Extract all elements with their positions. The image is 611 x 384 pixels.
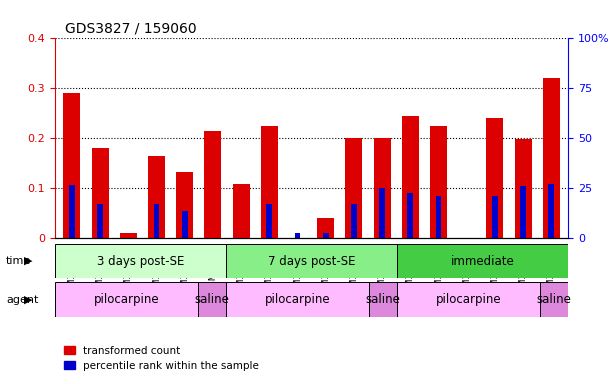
Bar	[402, 116, 419, 238]
FancyBboxPatch shape	[540, 282, 568, 317]
Bar	[543, 78, 560, 238]
Text: pilocarpine: pilocarpine	[93, 293, 159, 306]
Bar	[295, 233, 301, 238]
Text: 7 days post-SE: 7 days post-SE	[268, 255, 356, 268]
FancyBboxPatch shape	[368, 282, 397, 317]
Bar	[430, 126, 447, 238]
Text: time: time	[6, 256, 31, 266]
Bar	[351, 204, 357, 238]
FancyBboxPatch shape	[55, 282, 197, 317]
Bar	[379, 188, 385, 238]
FancyBboxPatch shape	[226, 282, 368, 317]
Text: agent: agent	[6, 295, 38, 305]
Bar	[120, 233, 137, 238]
Bar	[548, 184, 554, 238]
FancyBboxPatch shape	[197, 282, 226, 317]
Text: ▶: ▶	[24, 295, 33, 305]
Bar	[153, 204, 159, 238]
Bar	[345, 138, 362, 238]
Bar	[317, 218, 334, 238]
Bar	[97, 204, 103, 238]
Bar	[514, 139, 532, 238]
Legend: transformed count, percentile rank within the sample: transformed count, percentile rank withi…	[60, 341, 263, 375]
Text: saline: saline	[536, 293, 571, 306]
FancyBboxPatch shape	[397, 244, 568, 278]
Bar	[205, 131, 221, 238]
Bar	[436, 195, 442, 238]
Bar	[92, 148, 109, 238]
Text: ▶: ▶	[24, 256, 33, 266]
FancyBboxPatch shape	[397, 282, 540, 317]
Bar	[374, 138, 390, 238]
FancyBboxPatch shape	[226, 244, 397, 278]
Text: saline: saline	[365, 293, 400, 306]
Bar	[176, 172, 193, 238]
Text: saline: saline	[194, 293, 229, 306]
Bar	[69, 185, 75, 238]
Text: pilocarpine: pilocarpine	[265, 293, 330, 306]
Bar	[323, 233, 329, 238]
Bar	[261, 126, 278, 238]
Bar	[492, 195, 498, 238]
FancyBboxPatch shape	[55, 244, 226, 278]
Bar	[266, 204, 273, 238]
Bar	[148, 156, 165, 238]
Bar	[520, 186, 526, 238]
Bar	[233, 184, 249, 238]
Text: pilocarpine: pilocarpine	[436, 293, 501, 306]
Text: immediate: immediate	[451, 255, 514, 268]
Text: GDS3827 / 159060: GDS3827 / 159060	[65, 22, 197, 36]
Text: 3 days post-SE: 3 days post-SE	[97, 255, 185, 268]
Bar	[408, 193, 413, 238]
Bar	[64, 93, 81, 238]
Bar	[181, 210, 188, 238]
Bar	[486, 118, 503, 238]
